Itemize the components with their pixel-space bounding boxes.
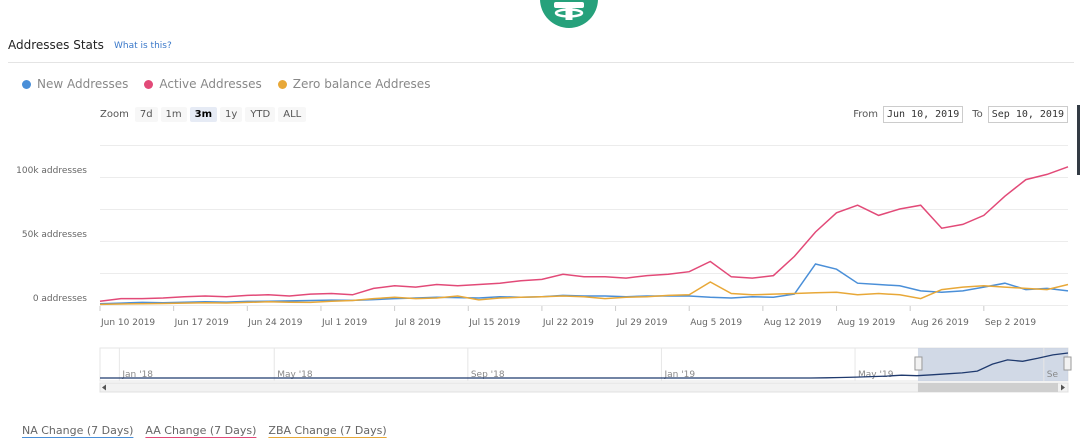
navigator-label: May '19 (858, 370, 894, 380)
legend-active-addresses[interactable]: Active Addresses (144, 77, 262, 91)
zoom-ytd-button[interactable]: YTD (245, 107, 276, 122)
y-tick-label: 0 addresses (33, 294, 87, 304)
legend-dot-new (22, 79, 31, 89)
x-tick-label: Aug 5 2019 (690, 318, 742, 328)
legend-dot-zero (277, 79, 287, 89)
x-tick-label: Aug 26 2019 (911, 318, 969, 328)
x-tick-label: Aug 19 2019 (838, 318, 896, 328)
y-axis: 0 addresses 50k addresses 100k addresses (16, 166, 87, 304)
zoom-1y-button[interactable]: 1y (220, 107, 243, 122)
x-tick-label: Jul 29 2019 (616, 318, 668, 328)
zoom-selector: Zoom 7d 1m 3m 1y YTD ALL (100, 107, 307, 122)
legend-dot-active (144, 79, 154, 89)
zba-change-link[interactable]: ZBA Change (7 Days) (268, 424, 387, 437)
zoom-7d-button[interactable]: 7d (134, 107, 158, 122)
navigator-label: Jan '19 (663, 370, 695, 380)
aa-change-link[interactable]: AA Change (7 Days) (145, 424, 257, 437)
navigator: Jan '18 May '18 Sep '18 Jan '19 May '19 Se (99, 347, 1072, 393)
to-date-input[interactable]: Sep 10, 2019 (987, 106, 1068, 123)
change-links: NA Change (7 Days) AA Change (7 Days) ZB… (22, 424, 387, 437)
x-tick-label: Jun 17 2019 (174, 318, 229, 328)
navigator-label: Sep '18 (471, 370, 505, 380)
y-tick-label: 100k addresses (16, 166, 87, 176)
x-tick-label: Jul 1 2019 (321, 318, 367, 328)
series-line-2 (99, 281, 1069, 306)
from-label: From (853, 109, 878, 120)
legend-zero-balance[interactable]: Zero balance Addreses (277, 77, 431, 91)
series-line-1 (99, 166, 1069, 302)
legend-label: Active Addresses (159, 77, 262, 91)
legend-new-addresses[interactable]: New Addresses (22, 77, 128, 91)
scroll-edge (1077, 105, 1080, 175)
navigator-series (100, 352, 1069, 379)
x-tick-label: Jun 24 2019 (247, 318, 302, 328)
zoom-label: Zoom (100, 109, 129, 120)
to-label: To (972, 109, 983, 120)
what-is-this-link[interactable]: What is this? (114, 41, 172, 51)
x-tick-label: Sep 2 2019 (985, 318, 1037, 328)
zoom-1m-button[interactable]: 1m (160, 107, 187, 122)
x-tick-label: Jul 8 2019 (395, 318, 441, 328)
page-title: Addresses Stats (8, 38, 104, 52)
zoom-3m-button[interactable]: 3m (189, 107, 218, 122)
x-axis: Jun 10 2019 Jun 17 2019 Jun 24 2019 Jul 1 2… (99, 306, 1037, 328)
scroll-left-icon[interactable] (102, 384, 106, 391)
scroll-right-icon[interactable] (1061, 384, 1065, 391)
header-divider (8, 62, 1074, 63)
x-tick-label: Aug 12 2019 (764, 318, 822, 328)
navigator-handle-left[interactable] (914, 356, 923, 371)
x-tick-label: Jul 15 2019 (468, 318, 520, 328)
scrollbar-thumb[interactable] (917, 383, 1058, 392)
navigator-label: Se (1047, 370, 1059, 380)
from-date-input[interactable]: Jun 10, 2019 (882, 106, 964, 123)
legend-label: New Addresses (37, 77, 129, 91)
navigator-label: May '18 (277, 370, 313, 380)
chart-legend: New Addresses Active Addresses Zero bala… (22, 77, 430, 91)
navigator-label: Jan '18 (121, 370, 153, 380)
navigator-handle-right[interactable] (1063, 356, 1072, 371)
date-range: From Jun 10, 2019 To Sep 10, 2019 (853, 106, 1068, 123)
card-header: Addresses Stats What is this? (0, 36, 1080, 64)
addresses-line-chart: 0 addresses 50k addresses 100k addresses J… (16, 145, 1072, 393)
na-change-link[interactable]: NA Change (7 Days) (22, 424, 134, 437)
zoom-all-button[interactable]: ALL (278, 107, 307, 122)
y-tick-label: 50k addresses (22, 230, 87, 240)
scrollbar-track[interactable] (99, 382, 1069, 393)
chart-series (99, 166, 1069, 306)
tether-logo (540, 0, 598, 28)
x-tick-label: Jun 10 2019 (100, 318, 155, 328)
legend-label: Zero balance Addreses (292, 77, 431, 91)
x-tick-label: Jul 22 2019 (542, 318, 594, 328)
chart-grid (100, 145, 1068, 306)
